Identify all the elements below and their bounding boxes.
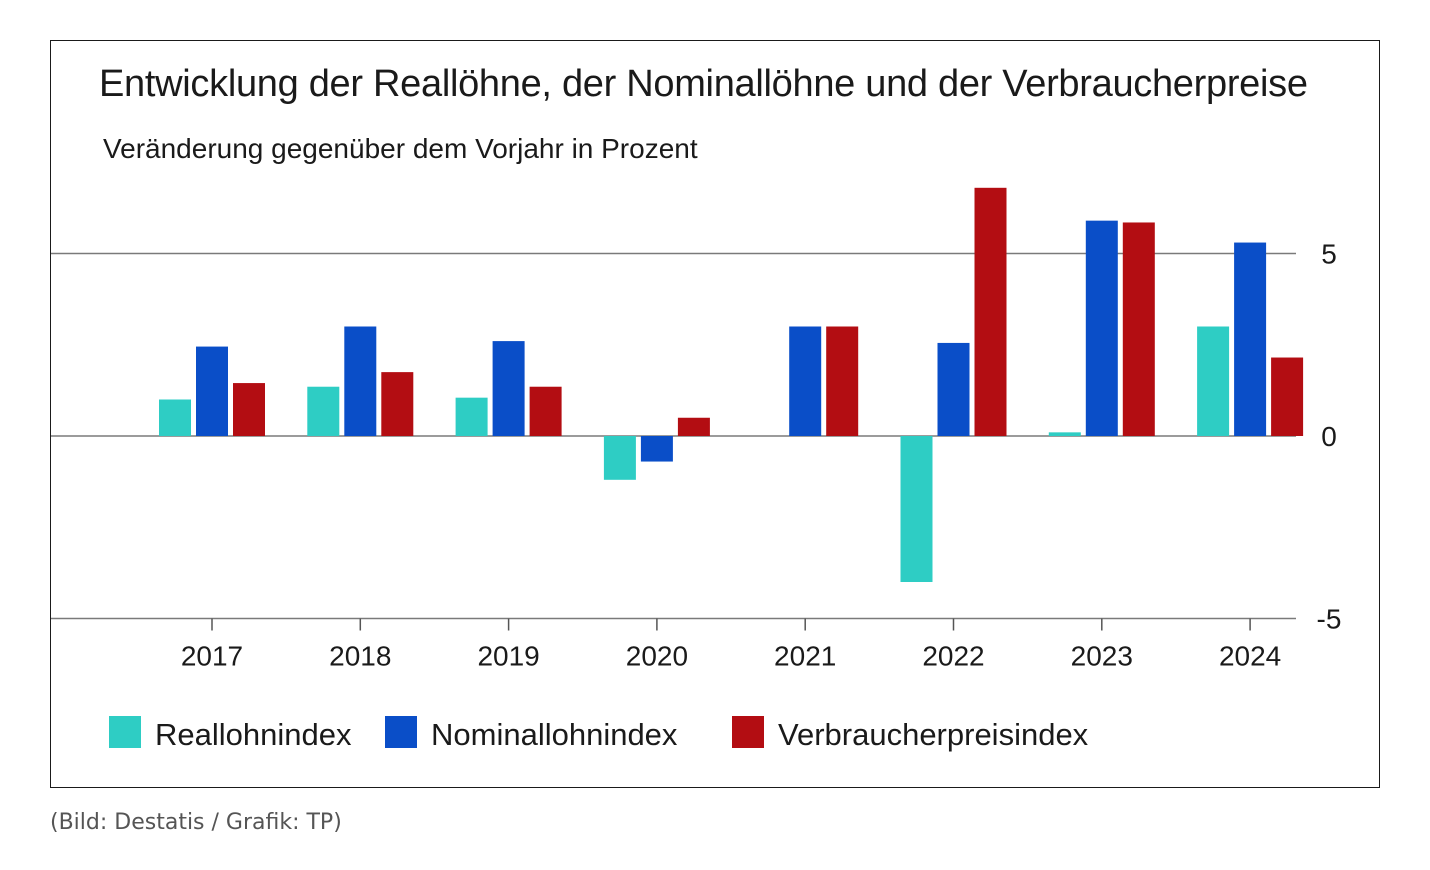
bar (529, 386, 562, 436)
x-tick-label: 2023 (1071, 641, 1133, 672)
x-tick-label: 2024 (1219, 641, 1281, 672)
bar (974, 187, 1007, 436)
bar (1197, 326, 1230, 436)
x-tick-label: 2022 (922, 641, 984, 672)
chart-subtitle: Veränderung gegenüber dem Vorjahr in Pro… (103, 133, 698, 164)
bar (159, 399, 191, 436)
bar (826, 326, 859, 436)
bar (344, 326, 377, 436)
x-tick-label: 2020 (626, 641, 688, 672)
bar (789, 326, 822, 436)
y-tick-label: -5 (1317, 604, 1342, 635)
x-tick-label: 2019 (477, 641, 539, 672)
legend-swatch (109, 716, 141, 748)
bar (900, 436, 933, 582)
bar (640, 436, 673, 462)
bar (1122, 222, 1155, 436)
bar-chart: 5 0 -5 2017 2018 2019 2020 2021 2022 2023 2024 Real… (51, 187, 1342, 752)
image-caption: (Bild: Destatis / Grafik: TP) (50, 810, 342, 835)
bar (492, 341, 525, 436)
chart-frame: Entwicklung der Reallöhne, der Nominallö… (50, 40, 1380, 788)
bar (233, 383, 265, 436)
legend-label: Verbraucherpreisindex (778, 717, 1089, 752)
chart-title: Entwicklung der Reallöhne, der Nominallö… (99, 63, 1308, 105)
bar (455, 397, 488, 436)
bar (1271, 357, 1304, 436)
bar (307, 386, 340, 436)
bar (1048, 432, 1081, 436)
x-tick-label: 2017 (181, 641, 243, 672)
x-tick-label: 2018 (329, 641, 391, 672)
x-tick-label: 2021 (774, 641, 836, 672)
bar (196, 346, 228, 436)
legend-swatch (385, 716, 417, 748)
legend-label: Nominallohnindex (431, 717, 678, 752)
bar (1085, 220, 1118, 436)
bar (677, 417, 710, 436)
bar (937, 342, 970, 436)
bar (1234, 242, 1267, 436)
bar (381, 372, 414, 436)
y-tick-label: 0 (1321, 421, 1337, 452)
bar (603, 436, 636, 480)
legend-swatch (732, 716, 764, 748)
legend-label: Reallohnindex (155, 717, 352, 752)
y-tick-label: 5 (1321, 239, 1337, 270)
